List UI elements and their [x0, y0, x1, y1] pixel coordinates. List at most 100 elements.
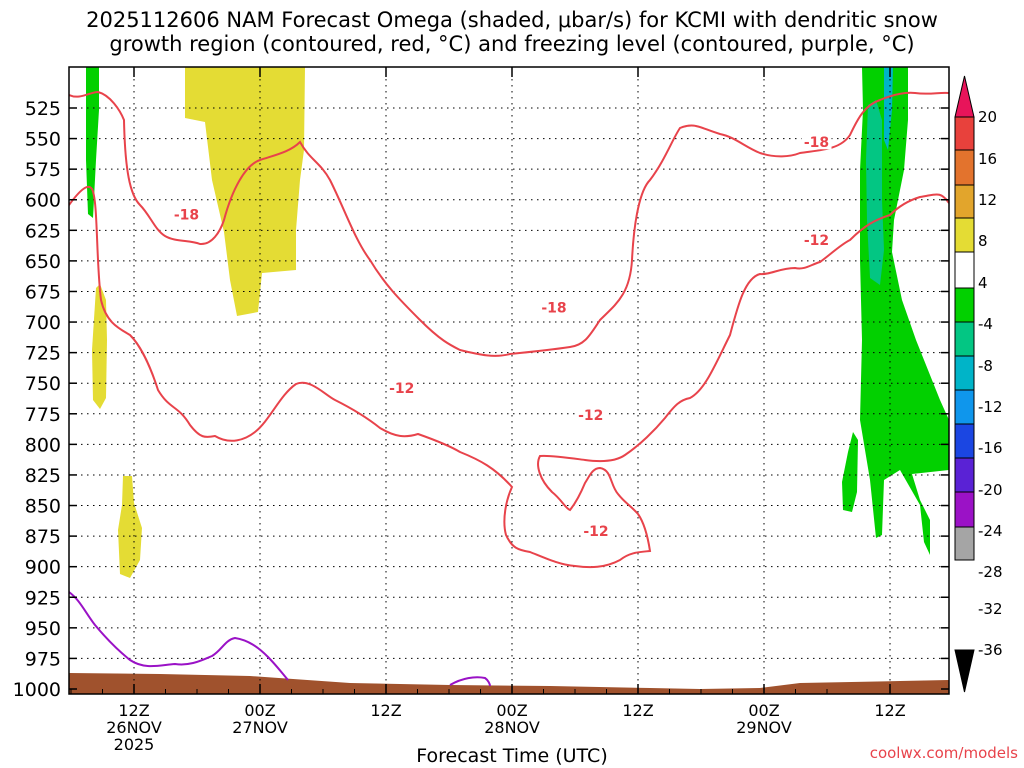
omega-shading — [69, 67, 949, 694]
contour-labels: -18 -18 -18 -12 -12 -12 -12 — [171, 133, 832, 540]
colorbar-label: -32 — [978, 600, 1003, 618]
y-tick-label: 975 — [25, 648, 61, 670]
colorbar-swatch — [954, 149, 975, 186]
colorbar-label: -36 — [978, 641, 1003, 659]
colorbar-swatch — [954, 491, 975, 528]
colorbar-label: -20 — [978, 481, 1003, 499]
omega-area-green-2 — [860, 67, 949, 555]
y-tick-label: 600 — [25, 190, 61, 212]
chart-title-line2: growth region (contoured, red, °C) and f… — [109, 32, 915, 56]
colorbar-label: -24 — [978, 522, 1003, 540]
omega-area-yellow-1 — [185, 67, 305, 316]
x-tick-label: 29NOV — [736, 718, 792, 737]
credit-text: coolwx.com/models — [869, 744, 1018, 762]
freezing-level-contour — [69, 591, 289, 681]
x-tick-label: 00Z — [748, 701, 779, 720]
x-tick-label: 12Z — [118, 701, 149, 720]
dgz-contour-minus18-upper — [69, 90, 949, 357]
colorbar-label: 8 — [978, 232, 988, 250]
contour-label-bg — [575, 406, 606, 423]
colorbar-swatch — [954, 389, 975, 425]
x-axis-title: Forecast Time (UTC) — [416, 745, 608, 767]
colorbar-swatch — [954, 251, 975, 289]
y-tick-label: 875 — [25, 526, 61, 548]
y-tick-label: 850 — [25, 496, 61, 518]
y-tick-label: 725 — [25, 343, 61, 365]
contour-label-bg — [386, 379, 417, 396]
x-tick-label: 12Z — [370, 701, 401, 720]
y-tick-label: 750 — [25, 373, 61, 395]
plot-frame — [68, 66, 950, 695]
colorbar-swatch — [954, 423, 975, 459]
y-tick-label: 900 — [25, 557, 61, 579]
colorbar: 20 16 12 8 4 -4 -8 -12 -16 -20 -24 -28 -32 -36 — [954, 75, 1003, 693]
x-tick-label: 28NOV — [484, 718, 540, 737]
x-tick-label: 00Z — [244, 701, 275, 720]
colorbar-label: -12 — [978, 398, 1003, 416]
colorbar-swatch — [954, 217, 975, 253]
omega-area-green-1 — [86, 67, 99, 218]
colorbar-label: 12 — [978, 191, 997, 209]
y-tick-label: 700 — [25, 312, 61, 334]
y-tick-label: 675 — [25, 281, 61, 303]
contour-label: -12 — [578, 408, 603, 424]
x-tick-label: 26NOV — [106, 718, 162, 737]
omega-area-yellow-2 — [92, 284, 107, 409]
colorbar-top-arrow — [954, 75, 975, 118]
colorbar-swatch — [954, 321, 975, 357]
y-tick-label: 550 — [25, 129, 61, 151]
omega-area-yellow-3 — [118, 476, 142, 578]
x-tick-label: 12Z — [622, 701, 653, 720]
y-tick-label: 625 — [25, 220, 61, 242]
colorbar-swatch — [954, 526, 975, 561]
y-tick-label: 925 — [25, 587, 61, 609]
y-tick-label: 650 — [25, 251, 61, 273]
omega-area-green-3 — [842, 432, 858, 512]
y-tick-label: 1000 — [13, 679, 61, 701]
y-tick-label: 525 — [25, 98, 61, 120]
contour-label: -18 — [541, 300, 566, 316]
y-tick-label: 800 — [25, 434, 61, 456]
contour-label: -18 — [174, 207, 199, 223]
freezing-level-contour-2 — [449, 676, 491, 687]
colorbar-label: 20 — [978, 108, 997, 126]
y-tick-label: 825 — [25, 465, 61, 487]
contour-label-bg — [581, 522, 611, 539]
dgz-contour-minus12-outer — [69, 185, 949, 569]
colorbar-label: -4 — [978, 315, 993, 333]
omega-area-teal-1 — [866, 100, 884, 285]
colorbar-bottom-arrow — [954, 649, 975, 693]
colorbar-swatch — [954, 355, 975, 391]
terrain — [69, 673, 949, 694]
colorbar-label: -8 — [978, 357, 993, 375]
x-tick-label: 27NOV — [232, 718, 288, 737]
colorbar-label: 16 — [978, 150, 997, 168]
y-tick-label: 775 — [25, 404, 61, 426]
contour-label: -12 — [804, 233, 829, 249]
colorbar-label: -16 — [978, 439, 1003, 457]
y-axis: 525 550 575 600 625 650 675 700 725 750 775 800 825 8… — [13, 98, 949, 701]
grid-lines — [69, 67, 949, 694]
contour-label-bg — [171, 205, 202, 222]
omega-area-teal-2 — [884, 67, 893, 150]
contour-label-bg — [801, 133, 832, 150]
contour-label: -12 — [389, 381, 414, 397]
colorbar-label: -28 — [978, 563, 1003, 581]
colorbar-label: 4 — [978, 274, 988, 292]
contour-label: -12 — [583, 524, 608, 540]
colorbar-swatch — [954, 287, 975, 323]
contours — [69, 90, 949, 687]
y-tick-label: 950 — [25, 618, 61, 640]
colorbar-swatch — [954, 457, 975, 493]
y-tick-label: 575 — [25, 159, 61, 181]
colorbar-swatch — [954, 116, 975, 151]
chart-title-line1: 2025112606 NAM Forecast Omega (shaded, μ… — [86, 8, 938, 32]
contour-label-bg — [539, 298, 569, 315]
contour-label-bg — [801, 231, 832, 248]
colorbar-swatch — [954, 184, 975, 219]
x-tick-label: 12Z — [874, 701, 905, 720]
x-tick-label: 00Z — [496, 701, 527, 720]
contour-label: -18 — [804, 135, 829, 151]
